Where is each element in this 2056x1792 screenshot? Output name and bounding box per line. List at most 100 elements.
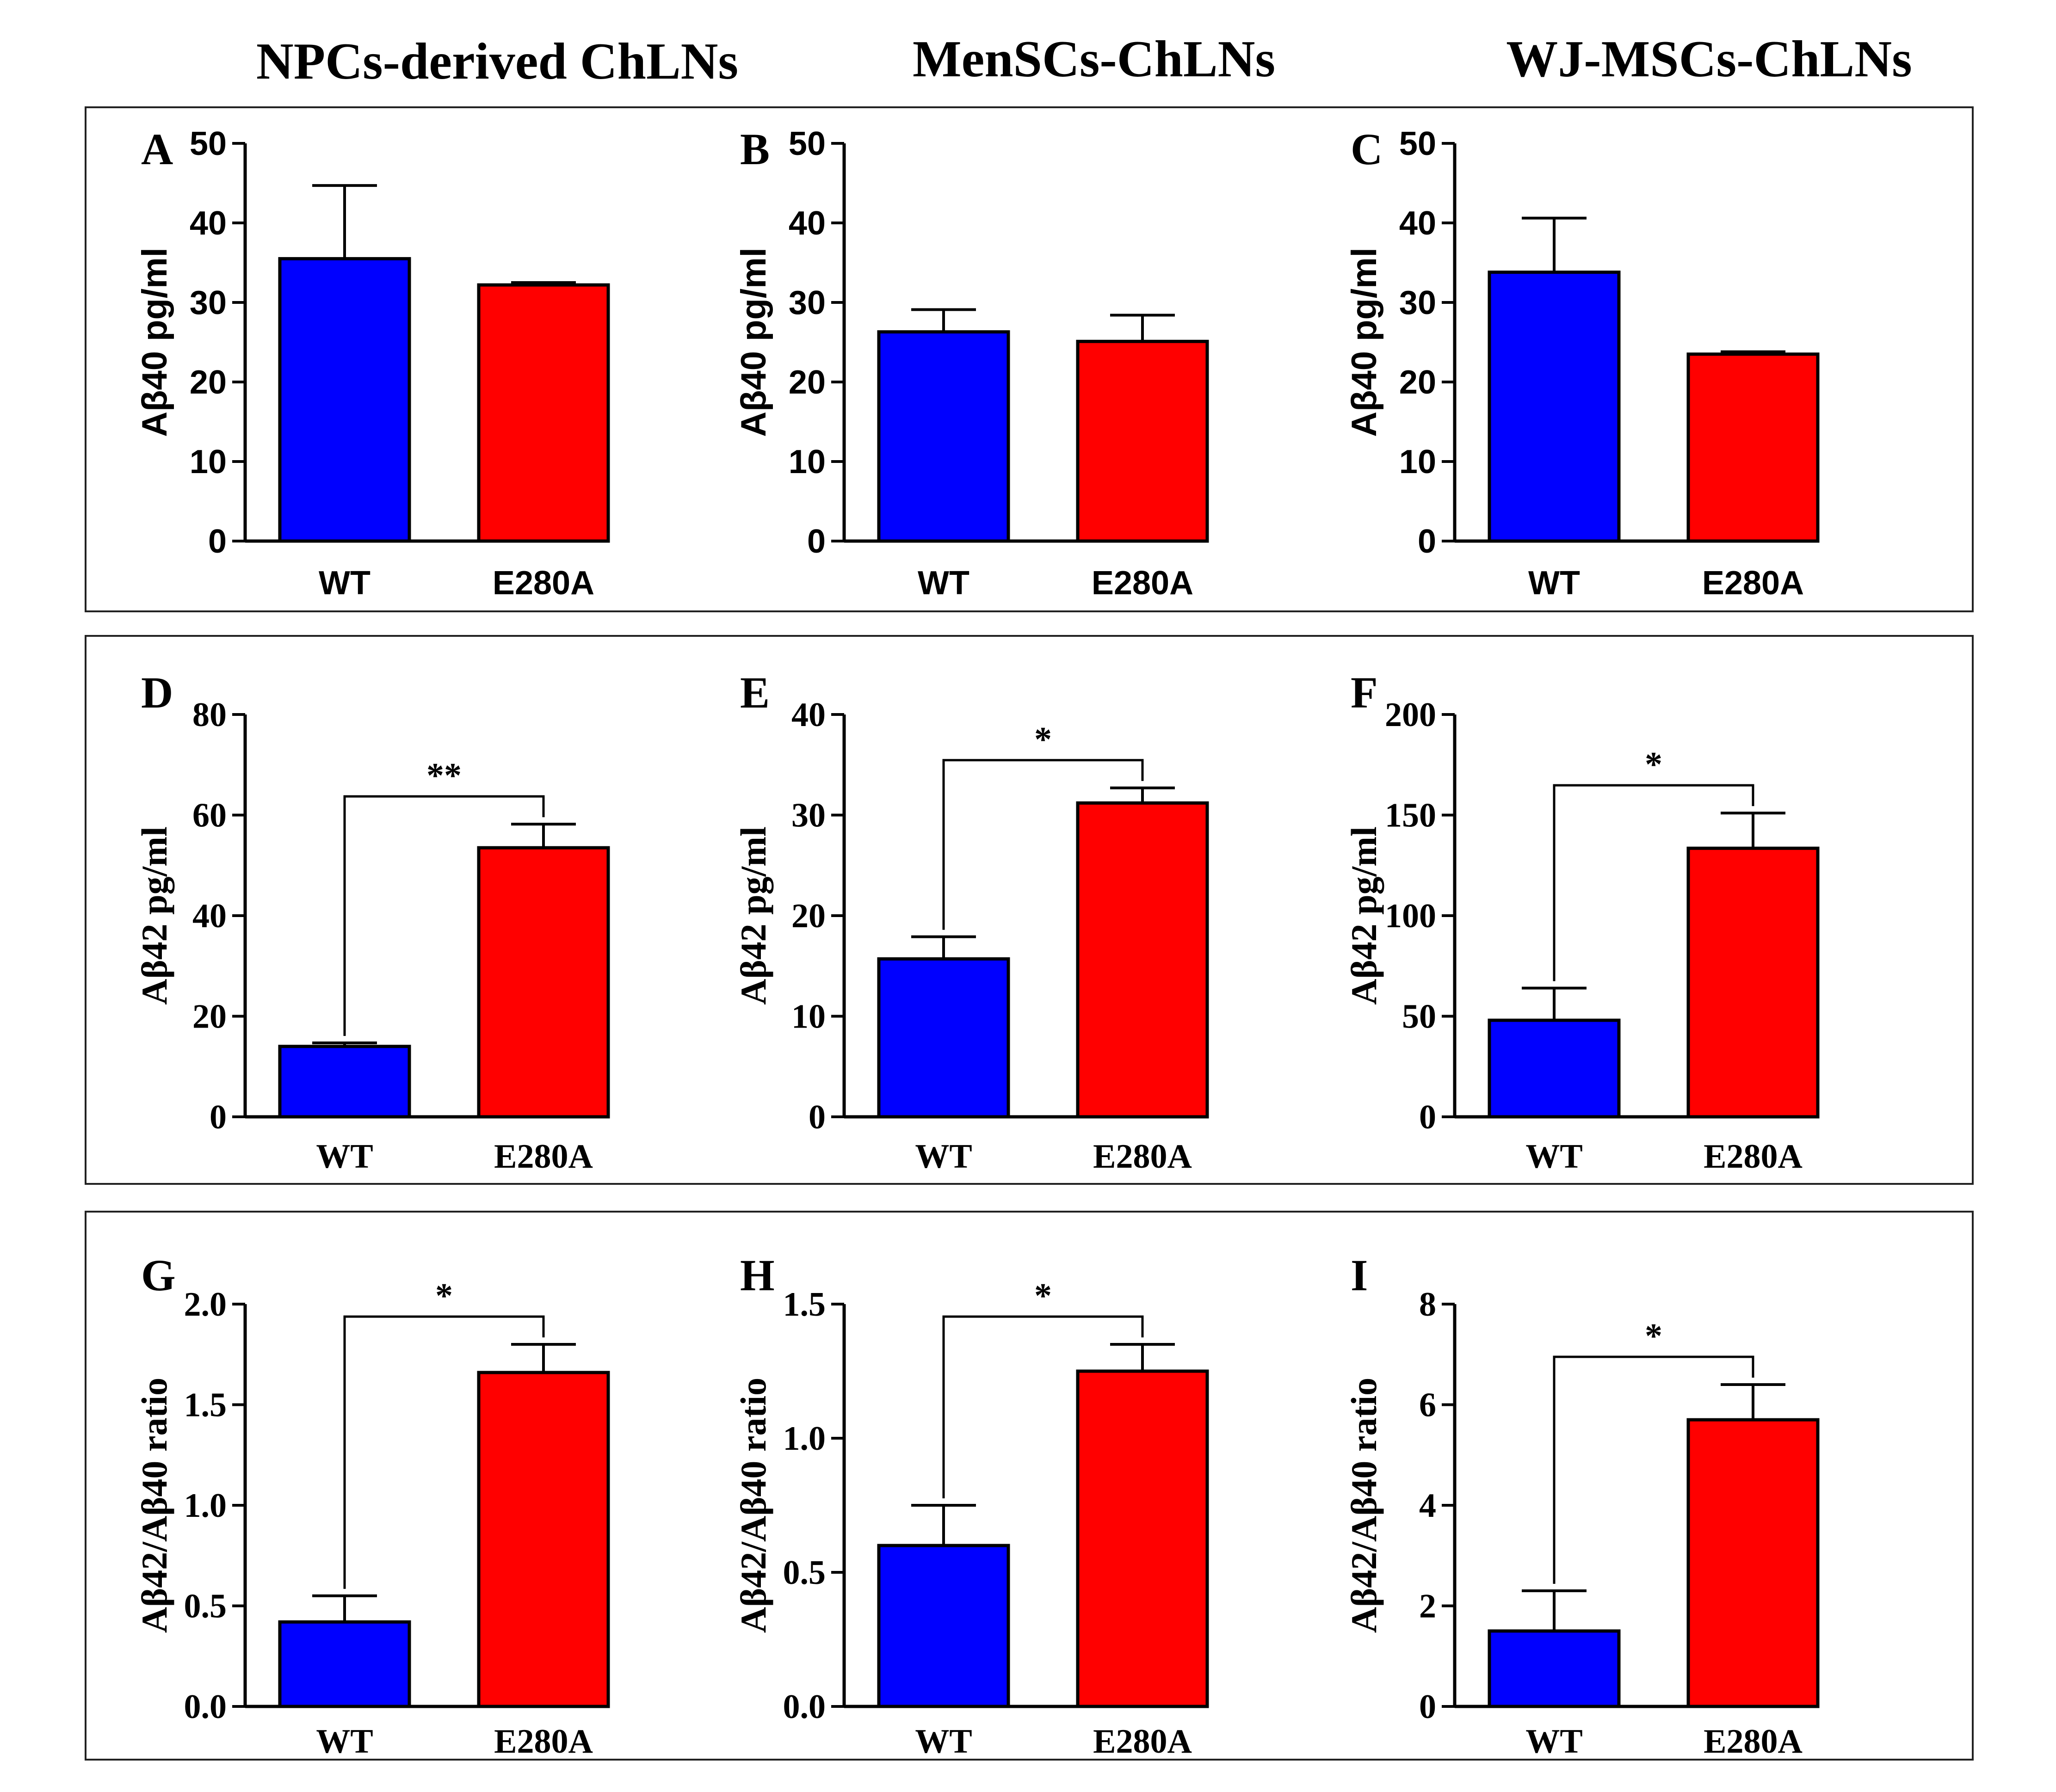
y-tick-label-d-0: 0 (210, 1098, 227, 1136)
bar-d-wt (278, 1045, 411, 1119)
y-axis-label-b: Aβ40 pg/ml (734, 247, 773, 437)
chart-panel-h: H Aβ42/Aβ40 ratio WT E280A 0.0 0.5 1.0 1.5 * (733, 1250, 1209, 1761)
y-tick-label-f-3: 150 (1385, 797, 1436, 835)
panel-label-c: C (1351, 124, 1383, 174)
column-title-wjmscs: WJ-MSCs-ChLNs (1506, 31, 1912, 88)
panel-label-b: B (740, 124, 770, 174)
significance-marker-d: ** (426, 756, 462, 795)
bar-e-e280a (1076, 801, 1209, 1119)
chart-panel-c: C Aβ40 pg/ml WT E280A 0 10 20 30 40 50 (1345, 124, 1820, 602)
bar-c-wt (1488, 271, 1621, 543)
y-tick-label-c-0: 0 (1418, 523, 1436, 560)
y-axis-label-c: Aβ40 pg/ml (1345, 247, 1384, 437)
category-label-d-e280a: E280A (494, 1138, 593, 1176)
panel-label-i: I (1351, 1250, 1368, 1300)
panel-label-d: D (141, 668, 173, 717)
chart-panel-g: G Aβ42/Aβ40 ratio WT E280A 0.0 0.5 1.0 1.5 2.0 * (134, 1250, 610, 1761)
category-label-h-wt: WT (915, 1723, 972, 1761)
significance-marker-e: * (1034, 720, 1052, 759)
significance-bracket-e (942, 759, 1144, 930)
y-tick-label-d-4: 80 (192, 696, 227, 734)
y-tick-label-h-3: 1.5 (783, 1286, 826, 1324)
significance-bracket-d (343, 795, 545, 1036)
category-label-c-wt: WT (1528, 565, 1580, 602)
y-axis-label-f: Aβ42 pg/ml (1344, 826, 1384, 1005)
y-tick-label-f-1: 50 (1402, 998, 1436, 1036)
y-tick-label-h-0: 0.0 (783, 1688, 826, 1726)
category-label-e-wt: WT (915, 1138, 972, 1176)
y-tick-label-e-2: 20 (791, 897, 826, 935)
row-frame-ratio (85, 1211, 1974, 1761)
y-tick-label-a-1: 10 (190, 443, 227, 480)
y-axis-label-a: Aβ40 pg/ml (135, 247, 174, 437)
y-tick-label-h-1: 0.5 (783, 1554, 826, 1592)
significance-bracket-g (343, 1315, 545, 1589)
y-tick-label-e-0: 0 (809, 1098, 826, 1136)
y-tick-label-g-2: 1.0 (184, 1487, 227, 1525)
bar-a-wt (278, 257, 411, 543)
y-tick-label-b-5: 50 (789, 125, 826, 162)
panel-label-g: G (141, 1250, 176, 1300)
y-tick-label-a-0: 0 (208, 523, 227, 560)
y-tick-label-e-3: 30 (791, 797, 826, 835)
chart-panel-f: F Aβ42 pg/ml WT E280A 0 50 100 150 200 * (1344, 668, 1820, 1176)
bar-i-wt (1488, 1629, 1621, 1708)
category-label-h-e280a: E280A (1093, 1723, 1192, 1761)
y-tick-label-i-2: 4 (1419, 1487, 1436, 1525)
y-tick-label-i-0: 0 (1419, 1688, 1436, 1726)
bar-e-wt (877, 957, 1010, 1119)
y-tick-label-f-0: 0 (1419, 1098, 1436, 1136)
y-tick-label-a-4: 40 (190, 205, 227, 242)
chart-panel-d: D Aβ42 pg/ml WT E280A 0 20 40 60 80 ** (134, 668, 610, 1176)
panel-label-f: F (1351, 668, 1378, 717)
panel-label-h: H (740, 1250, 775, 1300)
y-tick-label-b-3: 30 (789, 284, 826, 321)
y-tick-label-d-1: 20 (192, 998, 227, 1036)
y-axis-label-h: Aβ42/Aβ40 ratio (733, 1378, 773, 1633)
significance-marker-i: * (1645, 1317, 1662, 1355)
y-axis-label-d: Aβ42 pg/ml (134, 826, 174, 1005)
category-label-f-wt: WT (1525, 1138, 1582, 1176)
significance-bracket-h (942, 1315, 1144, 1498)
category-label-d-wt: WT (316, 1138, 373, 1176)
chart-panel-a: A Aβ40 pg/ml WT E280A 0 10 20 30 40 50 (135, 124, 610, 602)
y-tick-label-b-0: 0 (807, 523, 826, 560)
y-axis-label-e: Aβ42 pg/ml (733, 826, 773, 1005)
y-tick-label-a-3: 30 (190, 284, 227, 321)
bar-c-e280a (1686, 352, 1820, 543)
y-tick-label-i-4: 8 (1419, 1286, 1436, 1324)
significance-bracket-i (1553, 1355, 1754, 1584)
y-tick-label-h-2: 1.0 (783, 1420, 826, 1458)
y-tick-label-c-5: 50 (1399, 125, 1436, 162)
y-axis-label-g: Aβ42/Aβ40 ratio (134, 1378, 174, 1633)
category-label-a-e280a: E280A (493, 565, 594, 602)
y-tick-label-b-4: 40 (789, 205, 826, 242)
chart-panel-b: B Aβ40 pg/ml WT E280A 0 10 20 30 40 50 (734, 124, 1209, 602)
y-tick-label-g-1: 0.5 (184, 1588, 227, 1626)
y-tick-label-c-3: 30 (1399, 284, 1436, 321)
column-title-npcs: NPCs-derived ChLNs (256, 33, 738, 90)
bar-i-e280a (1686, 1418, 1820, 1708)
panel-label-e: E (740, 668, 770, 717)
y-tick-label-f-2: 100 (1385, 897, 1436, 935)
category-label-i-wt: WT (1525, 1723, 1582, 1761)
y-tick-label-d-3: 60 (192, 797, 227, 835)
category-label-e-e280a: E280A (1093, 1138, 1192, 1176)
bar-b-e280a (1076, 339, 1209, 543)
y-tick-label-e-4: 40 (791, 696, 826, 734)
category-label-c-e280a: E280A (1702, 565, 1804, 602)
bar-a-e280a (477, 283, 610, 543)
category-label-b-wt: WT (918, 565, 969, 602)
category-label-a-wt: WT (319, 565, 370, 602)
category-label-g-wt: WT (316, 1723, 373, 1761)
y-axis-label-i: Aβ42/Aβ40 ratio (1344, 1378, 1384, 1633)
significance-marker-f: * (1645, 745, 1662, 784)
chart-panel-e: E Aβ42 pg/ml WT E280A 0 10 20 30 40 * (733, 668, 1209, 1176)
y-tick-label-e-1: 10 (791, 998, 826, 1036)
column-title-menscs: MenSCs-ChLNs (913, 31, 1275, 88)
category-label-g-e280a: E280A (494, 1723, 593, 1761)
y-tick-label-c-2: 20 (1399, 364, 1436, 401)
y-tick-label-f-4: 200 (1385, 696, 1436, 734)
